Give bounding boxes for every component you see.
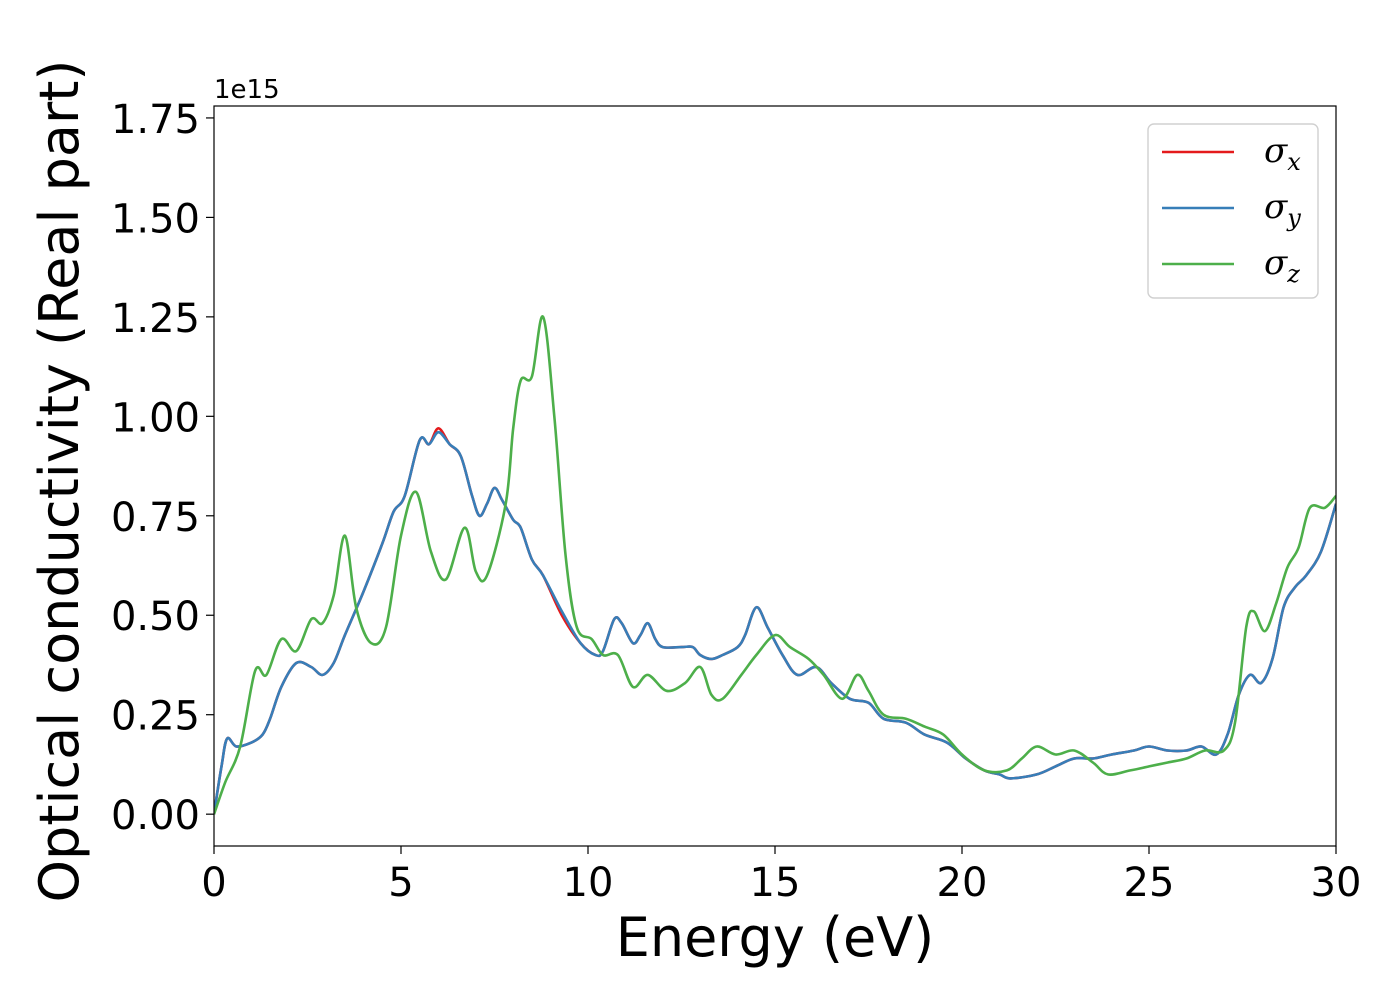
x-tick-label: 0 (201, 860, 226, 906)
legend-symbol: σ (1264, 131, 1288, 171)
plot-frame (213, 105, 1337, 847)
x-tick-label: 20 (937, 860, 988, 906)
y-tick-label: 0.50 (111, 594, 200, 640)
x-tick-label: 5 (388, 860, 413, 906)
x-axis-ticks: 0 5 10 15 20 25 30 (201, 846, 1361, 906)
x-axis-label: Energy (eV) (616, 906, 935, 969)
legend-subscript: y (1286, 204, 1301, 232)
y-tick-label: 0.25 (111, 694, 200, 740)
legend-symbol: σ (1264, 187, 1288, 227)
x-tick-label: 30 (1311, 860, 1362, 906)
legend-entry-x: σx (1264, 131, 1301, 176)
series-layer (214, 315, 1336, 815)
y-tick-label: 1.25 (111, 296, 200, 342)
x-tick-label: 10 (563, 860, 614, 906)
legend-subscript: z (1286, 260, 1300, 288)
y-axis-offset-label: 1e15 (214, 75, 280, 105)
legend-subscript: x (1287, 148, 1301, 176)
legend-entry-z: σz (1264, 243, 1300, 288)
series-line-y (214, 430, 1336, 815)
x-tick-label: 15 (750, 860, 801, 906)
x-tick-label: 25 (1124, 860, 1175, 906)
series-line-x (214, 427, 1336, 815)
y-axis-ticks: 0.00 0.25 0.50 0.75 1.00 1.25 1.50 1.75 (111, 97, 214, 839)
y-tick-label: 1.00 (111, 395, 200, 441)
legend-symbol: σ (1264, 243, 1288, 283)
y-tick-label: 1.75 (111, 97, 200, 143)
legend-entry-y: σy (1264, 187, 1301, 232)
series-line-z (214, 315, 1336, 815)
y-tick-label: 0.00 (111, 793, 200, 839)
y-tick-label: 1.50 (111, 196, 200, 242)
legend-box (1147, 123, 1319, 299)
y-axis-label: Optical conductivity (Real part) (28, 60, 91, 903)
y-tick-label: 0.75 (111, 495, 200, 541)
